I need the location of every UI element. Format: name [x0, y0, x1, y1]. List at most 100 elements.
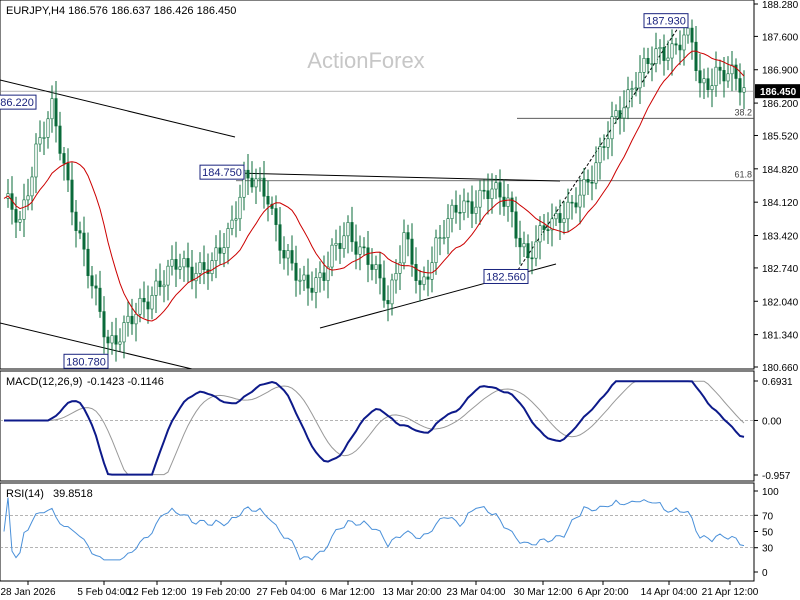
candle-body — [86, 248, 90, 276]
candle-body — [722, 70, 726, 82]
candle-body — [566, 201, 570, 220]
y-tick-label: 50 — [762, 528, 774, 539]
candle-body — [62, 153, 66, 164]
candle-body — [274, 208, 278, 225]
candle-body — [110, 335, 114, 344]
x-tick-label: 5 Feb 04:00 — [77, 587, 131, 598]
price-annotation: 186.220 — [0, 94, 37, 110]
candle-body — [362, 246, 366, 249]
candle-body — [90, 275, 94, 287]
x-tick-label: 13 Mar 20:00 — [383, 587, 442, 598]
annotation-box — [199, 164, 245, 180]
candle-body — [190, 266, 194, 282]
channel-lower-line — [0, 322, 193, 370]
x-tick-label: 30 Mar 12:00 — [514, 587, 573, 598]
candle-body — [622, 107, 626, 119]
candle-body — [222, 247, 226, 254]
last-price-tag — [755, 84, 800, 99]
candle-body — [82, 232, 86, 250]
x-tick-label: 14 Apr 04:00 — [641, 587, 698, 598]
candle-body — [498, 182, 502, 198]
price-annotation: 184.750 — [199, 164, 245, 180]
candle-body — [666, 57, 670, 61]
rsi-line — [3, 497, 745, 561]
moving-average — [3, 50, 745, 322]
candle-body — [494, 182, 498, 190]
candle-body — [386, 300, 390, 305]
candle-body — [314, 277, 318, 293]
candle-body — [550, 218, 554, 231]
candle-body — [266, 195, 270, 205]
last-price-label: 186.450 — [760, 87, 797, 98]
y-tick-label: 100 — [762, 487, 779, 498]
candle-body — [66, 162, 70, 181]
macd-panel: MACD(12,26,9) -0.1423 -0.1146 0.6931 0.00… — [0, 370, 793, 482]
candle-body — [398, 262, 402, 274]
candle-body — [294, 262, 298, 281]
candle-body — [98, 287, 102, 312]
candle-body — [390, 279, 394, 305]
macd-y-axis: 0.6931 0.00 -0.957 — [754, 377, 793, 482]
candle-body — [482, 189, 486, 192]
candle-body — [522, 243, 526, 248]
candle-body — [446, 218, 450, 238]
candle-body — [614, 110, 618, 117]
candle-body — [510, 197, 514, 213]
candle-body — [534, 241, 538, 259]
candle-body — [406, 232, 410, 240]
annotation-box — [63, 353, 109, 369]
candle-body — [58, 125, 62, 154]
candle-body — [538, 225, 542, 243]
candle-body — [318, 272, 322, 279]
annotation-label: 186.220 — [0, 97, 34, 109]
candle-body — [230, 219, 234, 229]
candle-body — [150, 295, 154, 310]
candle-body — [646, 58, 650, 64]
candle-body — [430, 262, 434, 280]
candle-body — [470, 201, 474, 214]
candle-body — [742, 87, 746, 93]
x-tick-label: 12 Feb 12:00 — [128, 587, 187, 598]
candle-body — [118, 341, 122, 345]
rsi-line — [3, 497, 745, 561]
candle-body — [662, 47, 666, 61]
candle-body — [326, 266, 330, 281]
candle-body — [306, 274, 310, 289]
candle-body — [378, 264, 382, 279]
y-tick-label: 186.900 — [762, 66, 799, 77]
candle-body — [526, 243, 530, 259]
macd-lines — [4, 380, 745, 476]
candle-body — [710, 85, 714, 90]
candle-body — [178, 266, 182, 270]
candle-body — [670, 43, 674, 59]
y-tick-label: 0.00 — [762, 416, 782, 427]
candle-body — [626, 89, 630, 109]
candle-body — [210, 260, 214, 274]
candle-body — [734, 64, 738, 79]
candle-body — [162, 284, 166, 288]
candle-body — [262, 177, 266, 197]
x-tick-label: 6 Apr 20:00 — [577, 587, 629, 598]
candle-body — [270, 203, 274, 209]
candle-body — [38, 137, 42, 145]
candle-body — [322, 272, 326, 281]
candle-body — [694, 41, 698, 71]
rsi-panel: RSI(14) 39.8518 100 70 50 30 0 — [0, 482, 779, 582]
candle-body — [402, 232, 406, 264]
candle-body — [598, 146, 602, 164]
candle-body — [478, 189, 482, 208]
candle-body — [422, 276, 426, 285]
candle-body — [370, 264, 374, 270]
candle-body — [374, 264, 378, 270]
candle-body — [698, 70, 702, 84]
candle-body — [706, 78, 710, 90]
candle-body — [46, 118, 50, 138]
candle-body — [590, 181, 594, 184]
annotation-box — [483, 268, 529, 284]
candle-body — [458, 211, 462, 214]
candle-body — [466, 200, 470, 203]
candle-body — [310, 287, 314, 293]
candle-body — [78, 230, 82, 234]
candle-body — [578, 194, 582, 208]
